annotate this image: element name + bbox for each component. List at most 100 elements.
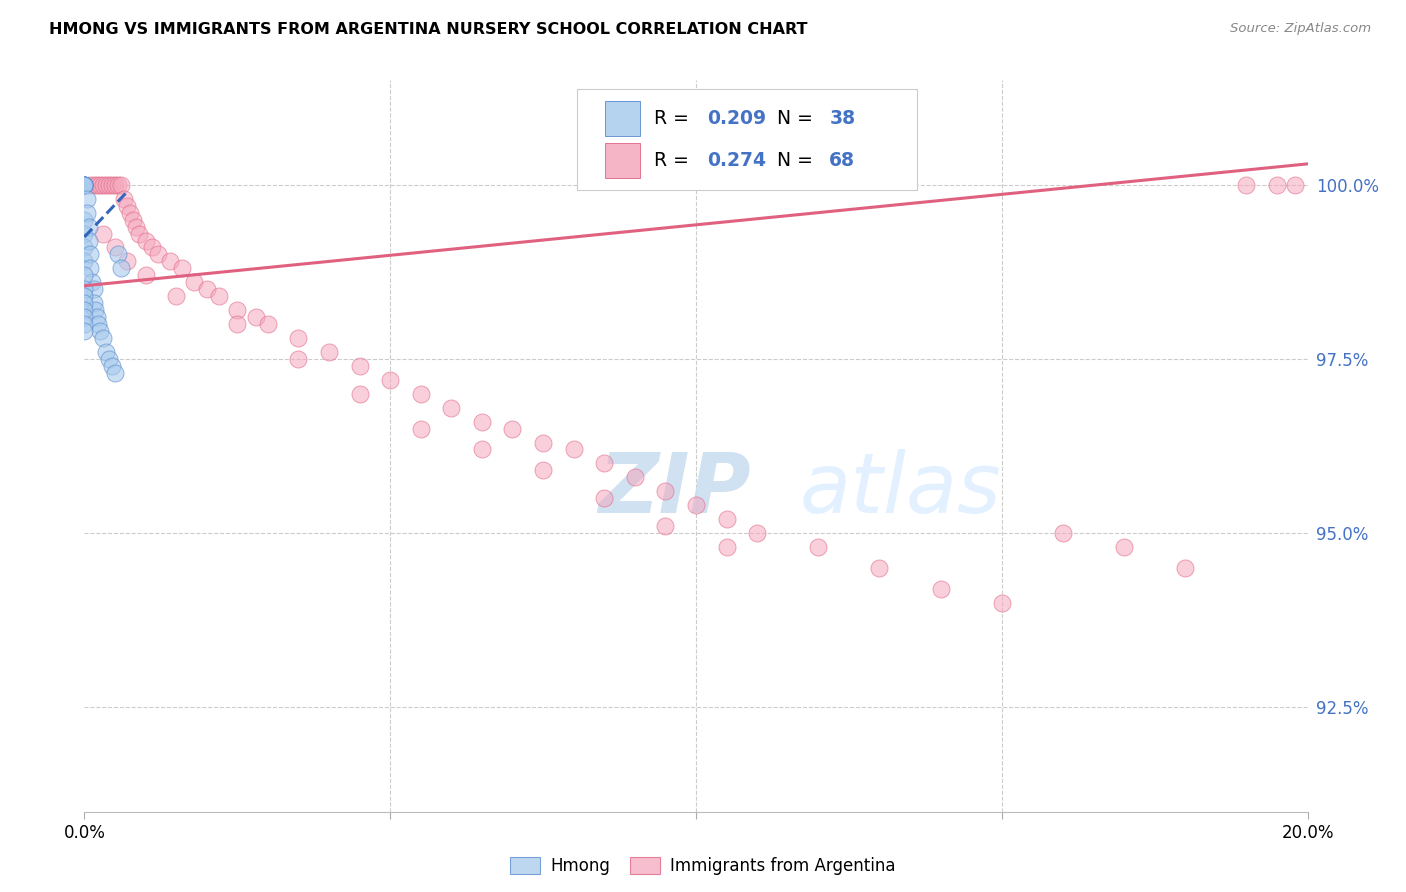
Point — [593, 491, 616, 506]
Point — [716, 540, 738, 554]
Point — [1052, 526, 1074, 541]
Point — [257, 317, 280, 331]
Point — [115, 199, 138, 213]
Point — [654, 519, 676, 533]
Text: HMONG VS IMMIGRANTS FROM ARGENTINA NURSERY SCHOOL CORRELATION CHART: HMONG VS IMMIGRANTS FROM ARGENTINA NURSE… — [49, 22, 807, 37]
Legend: Hmong, Immigrants from Argentina: Hmong, Immigrants from Argentina — [503, 850, 903, 882]
Point — [165, 289, 187, 303]
Point — [84, 303, 107, 318]
Point — [73, 178, 96, 192]
Text: Source: ZipAtlas.com: Source: ZipAtlas.com — [1230, 22, 1371, 36]
Text: R =: R = — [654, 110, 695, 128]
Text: N =: N = — [776, 151, 818, 169]
Point — [73, 178, 96, 192]
Point — [80, 275, 103, 289]
Point — [245, 310, 267, 325]
Point — [991, 596, 1014, 610]
Point — [73, 324, 96, 338]
FancyBboxPatch shape — [606, 102, 640, 136]
Point — [91, 227, 114, 241]
Point — [89, 178, 111, 192]
Point — [73, 282, 96, 296]
Point — [73, 227, 96, 241]
Point — [73, 303, 96, 318]
Point — [73, 178, 96, 192]
Point — [83, 296, 105, 310]
Point — [716, 512, 738, 526]
Point — [91, 331, 114, 345]
Point — [104, 366, 127, 380]
Point — [73, 178, 96, 192]
Point — [1265, 178, 1288, 192]
Point — [94, 178, 117, 192]
Point — [287, 331, 309, 345]
Point — [101, 359, 124, 373]
Point — [86, 178, 108, 192]
Point — [471, 442, 494, 457]
Point — [73, 178, 96, 192]
Point — [226, 317, 249, 331]
Point — [87, 317, 110, 331]
Point — [73, 268, 96, 283]
Point — [112, 192, 135, 206]
Point — [89, 324, 111, 338]
Point — [747, 526, 769, 541]
Point — [73, 254, 96, 268]
Point — [409, 421, 432, 435]
Point — [73, 289, 96, 303]
Text: 68: 68 — [830, 151, 855, 169]
FancyBboxPatch shape — [606, 143, 640, 178]
Text: R =: R = — [654, 151, 695, 169]
Point — [1174, 561, 1197, 575]
Point — [73, 317, 96, 331]
Point — [531, 463, 554, 477]
Point — [128, 227, 150, 241]
Point — [76, 205, 98, 219]
Point — [97, 178, 120, 192]
Point — [104, 178, 127, 192]
Point — [73, 240, 96, 254]
Point — [531, 435, 554, 450]
Point — [120, 205, 142, 219]
Text: ZIP: ZIP — [598, 450, 751, 531]
Point — [73, 212, 96, 227]
Point — [1114, 540, 1136, 554]
Point — [685, 498, 707, 512]
Point — [107, 178, 129, 192]
Point — [929, 582, 952, 596]
Point — [73, 296, 96, 310]
Text: 38: 38 — [830, 110, 855, 128]
Point — [125, 219, 148, 234]
Point — [562, 442, 585, 457]
Point — [110, 261, 132, 276]
Point — [183, 275, 205, 289]
Point — [440, 401, 463, 415]
Text: N =: N = — [776, 110, 818, 128]
Point — [195, 282, 218, 296]
Point — [104, 240, 127, 254]
Text: 0.209: 0.209 — [707, 110, 766, 128]
Point — [1284, 178, 1306, 192]
Point — [94, 345, 117, 359]
Point — [101, 178, 124, 192]
Point — [471, 415, 494, 429]
Point — [654, 484, 676, 499]
Point — [226, 303, 249, 318]
Point — [807, 540, 830, 554]
Point — [97, 351, 120, 366]
Point — [502, 421, 524, 435]
Point — [1236, 178, 1258, 192]
Point — [107, 247, 129, 261]
Point — [287, 351, 309, 366]
Text: atlas: atlas — [800, 450, 1001, 531]
Point — [77, 234, 100, 248]
Point — [83, 178, 105, 192]
Point — [172, 261, 194, 276]
Point — [593, 457, 616, 471]
Point — [409, 386, 432, 401]
Text: 0.274: 0.274 — [707, 151, 766, 169]
Point — [159, 254, 181, 268]
Point — [141, 240, 163, 254]
Point — [79, 261, 101, 276]
Point — [73, 310, 96, 325]
